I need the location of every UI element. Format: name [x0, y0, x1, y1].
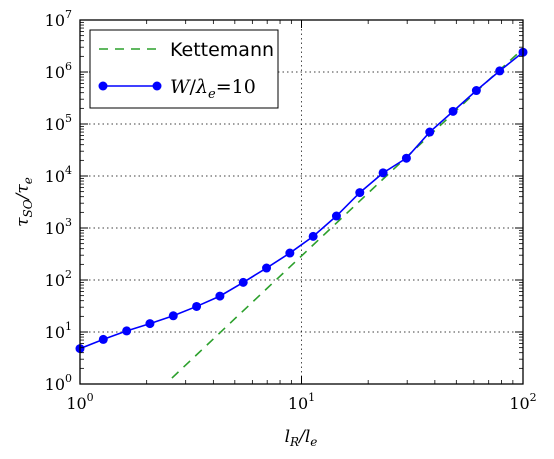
x-tick-label: 100	[66, 391, 93, 413]
data-point	[238, 277, 248, 287]
data-point	[308, 231, 318, 241]
data-point	[471, 86, 481, 96]
data-point	[192, 301, 202, 311]
data-point	[401, 153, 411, 163]
tick-marks	[79, 19, 524, 385]
legend: Kettemann W/λe=10	[89, 29, 279, 109]
tick-labels: 100 101 102 100 101 102 103 104 105 106 107	[45, 8, 537, 413]
data-point	[122, 326, 132, 336]
y-tick-label: 101	[45, 320, 72, 342]
data-point	[448, 106, 458, 116]
legend-label-kettemann: Kettemann	[170, 39, 274, 61]
x-tick-label: 101	[288, 391, 315, 413]
data-point	[285, 248, 295, 258]
data-point	[145, 319, 155, 329]
y-tick-label: 103	[45, 216, 72, 238]
x-tick-label: 102	[509, 391, 536, 413]
data-point	[378, 168, 388, 178]
x-axis-label: lR/le	[285, 427, 318, 449]
data-point	[331, 211, 341, 221]
series-layer	[75, 47, 528, 379]
legend-marker-right	[152, 81, 162, 91]
y-axis-label: τSO/τe	[13, 177, 35, 227]
legend-marker-left	[98, 81, 108, 91]
legend-label-w-series: W/λe=10	[170, 76, 256, 102]
data-point	[262, 263, 272, 273]
data-point	[98, 334, 108, 344]
y-tick-label: 105	[45, 112, 72, 134]
y-tick-label: 102	[45, 268, 72, 290]
y-tick-label: 106	[45, 60, 72, 82]
data-point	[168, 311, 178, 321]
grid-lines	[80, 20, 523, 384]
y-tick-label: 100	[45, 372, 72, 394]
data-point	[425, 127, 435, 137]
data-point	[495, 66, 505, 76]
data-point	[355, 188, 365, 198]
y-tick-label: 104	[45, 164, 72, 186]
legend-box	[89, 29, 279, 109]
data-point	[215, 291, 225, 301]
y-tick-label: 107	[45, 8, 72, 30]
